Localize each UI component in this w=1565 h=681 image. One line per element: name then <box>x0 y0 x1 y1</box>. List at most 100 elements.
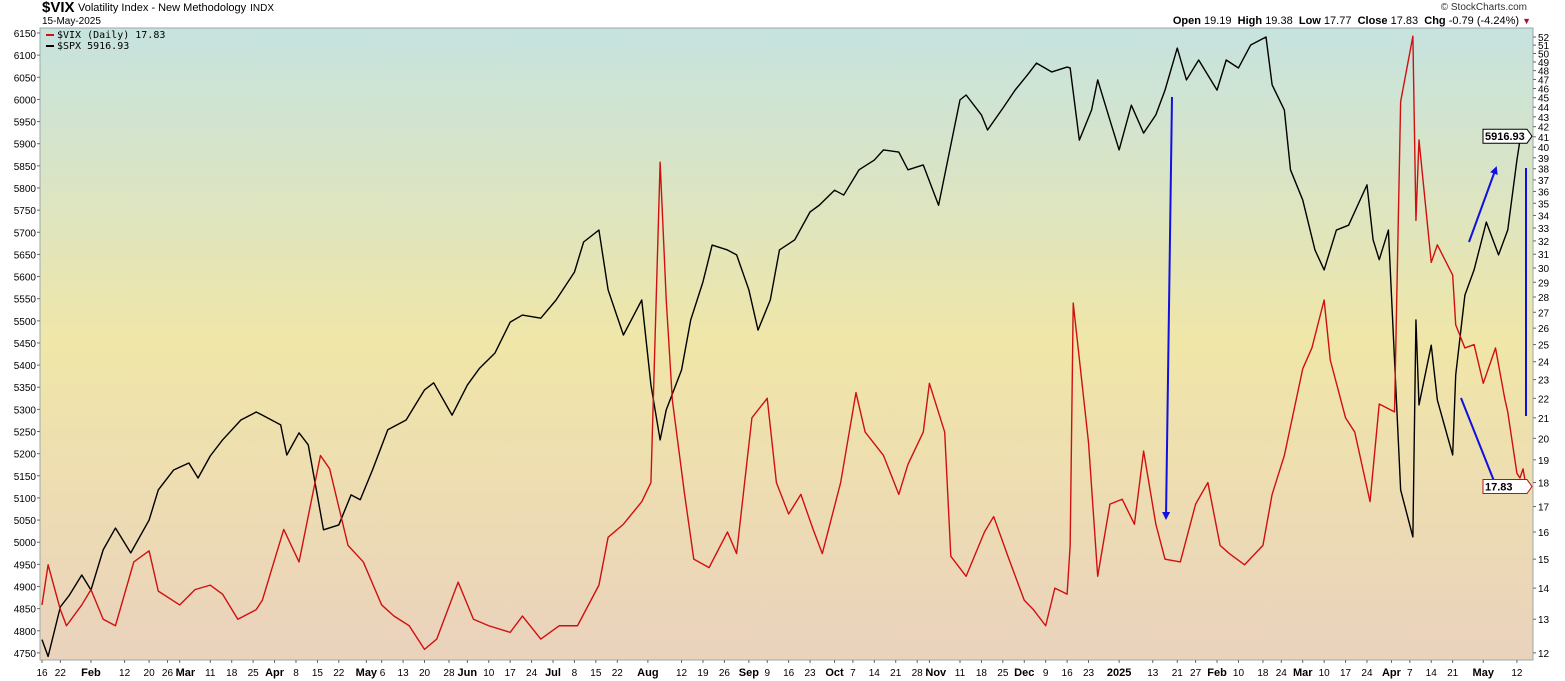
right-axis-label: 47 <box>1538 75 1550 86</box>
left-axis-label: 5200 <box>14 450 37 461</box>
x-axis-label: 19 <box>697 668 709 679</box>
brand-watermark: © StockCharts.com <box>1440 2 1527 13</box>
x-axis-label: 28 <box>912 668 924 679</box>
x-axis-label: 8 <box>572 668 578 679</box>
x-axis-label: Mar <box>1293 667 1313 679</box>
spx-last-value-label-box <box>1482 128 1533 144</box>
right-axis-label: 38 <box>1538 165 1550 176</box>
x-axis-label: Oct <box>825 667 844 679</box>
x-axis-label: 20 <box>419 668 431 679</box>
x-axis-label: 26 <box>162 668 174 679</box>
x-axis-label: 9 <box>1043 668 1049 679</box>
right-axis-label: 21 <box>1538 414 1550 425</box>
x-axis-label: Feb <box>81 667 101 679</box>
x-axis-label: 12 <box>676 668 688 679</box>
x-axis-label: May <box>1473 667 1495 679</box>
x-axis-label: 24 <box>1276 668 1288 679</box>
ohlc-summary: Open 19.19 High 19.38 Low 17.77 Close 17… <box>1173 15 1531 27</box>
right-axis-label: 33 <box>1538 224 1550 235</box>
right-axis-label: 31 <box>1538 250 1550 261</box>
x-axis-label: 28 <box>443 668 455 679</box>
left-axis-label: 4800 <box>14 627 37 638</box>
x-axis-label: 15 <box>590 668 602 679</box>
spx-series <box>41 36 1527 658</box>
right-axis-label: 41 <box>1538 133 1550 144</box>
right-axis-label: 45 <box>1538 94 1550 105</box>
left-axis-label: 5000 <box>14 538 37 549</box>
left-axis-label: 5300 <box>14 405 37 416</box>
x-axis-label: 18 <box>976 668 988 679</box>
chg-label: Chg <box>1424 15 1446 27</box>
left-axis-label: 6050 <box>14 73 37 84</box>
right-axis-label: 25 <box>1538 341 1550 352</box>
chart-date: 15-May-2025 <box>42 16 101 27</box>
x-axis-label: 13 <box>398 668 410 679</box>
x-axis-label: 17 <box>505 668 517 679</box>
x-axis-label: 24 <box>1361 668 1373 679</box>
x-axis-label: 17 <box>1340 668 1352 679</box>
x-axis-label: 18 <box>226 668 238 679</box>
x-axis-label: 10 <box>1319 668 1331 679</box>
right-axis-label: 51 <box>1538 41 1550 52</box>
left-axis-label: 5550 <box>14 295 37 306</box>
open-value: 19.19 <box>1204 15 1232 27</box>
x-axis-label: 27 <box>1190 668 1202 679</box>
legend-swatch-spx <box>46 45 54 47</box>
x-axis-label: Mar <box>176 667 196 679</box>
left-axis-label: 5700 <box>14 228 37 239</box>
x-axis-label: 20 <box>144 668 156 679</box>
right-axis-label: 22 <box>1538 394 1550 405</box>
x-axis-label: 7 <box>1407 668 1413 679</box>
down-triangle-icon: ▼ <box>1522 16 1531 26</box>
x-axis-label: 24 <box>526 668 538 679</box>
vix-last-value-label: 17.83 <box>1482 479 1533 495</box>
high-label: High <box>1237 15 1263 27</box>
description-text: Volatility Index - New Methodology <box>78 2 247 14</box>
right-axis-label: 43 <box>1538 113 1550 124</box>
x-axis-label: 21 <box>890 668 902 679</box>
right-axis-label: 19 <box>1538 456 1550 467</box>
x-axis-label: Jul <box>545 667 561 679</box>
right-axis-label: 34 <box>1538 211 1550 222</box>
legend-item-vix: $VIX (Daily) 17.83 <box>46 30 165 41</box>
symbol-description: Volatility Index - New Methodology INDX <box>78 2 274 15</box>
x-axis-label: Apr <box>1382 667 1402 679</box>
x-axis-label: 11 <box>205 668 216 679</box>
x-axis-label: 21 <box>1447 668 1459 679</box>
left-axis-label: 5250 <box>14 428 37 439</box>
x-axis-label: 22 <box>55 668 67 679</box>
x-axis-label: 21 <box>1172 668 1184 679</box>
right-axis-label: 28 <box>1538 293 1550 304</box>
left-axis-label: 4750 <box>14 649 37 660</box>
right-axis-label: 39 <box>1538 154 1550 165</box>
left-axis-label: 5100 <box>14 494 37 505</box>
x-axis-label: 7 <box>850 668 856 679</box>
right-axis-label: 48 <box>1538 67 1550 78</box>
left-axis-label: 5500 <box>14 317 37 328</box>
right-axis-label: 27 <box>1538 308 1550 319</box>
x-axis-label: Aug <box>637 667 658 679</box>
x-axis-label: 23 <box>1083 668 1095 679</box>
right-axis-label: 15 <box>1538 555 1550 566</box>
left-axis-label: 6150 <box>14 29 37 40</box>
x-axis-label: Apr <box>265 667 285 679</box>
left-axis-label: 5650 <box>14 250 37 261</box>
x-axis-label: May <box>356 667 378 679</box>
up-arrow-annotation <box>1468 166 1498 243</box>
left-axis-label: 6000 <box>14 95 37 106</box>
right-axis-label: 52 <box>1538 33 1550 44</box>
right-axis-label: 44 <box>1538 103 1550 114</box>
x-axis-label: Jun <box>458 667 478 679</box>
right-axis-label: 49 <box>1538 58 1550 69</box>
x-axis-label: Feb <box>1207 667 1227 679</box>
x-axis-label: 16 <box>783 668 795 679</box>
x-axis-label: 12 <box>119 668 131 679</box>
x-axis-label: 11 <box>955 668 966 679</box>
right-axis-label: 35 <box>1538 199 1550 210</box>
left-axis-label: 5150 <box>14 472 37 483</box>
legend-label-vix: $VIX (Daily) 17.83 <box>57 30 166 41</box>
left-axis-label: 5400 <box>14 361 37 372</box>
x-axis-label: Nov <box>925 667 947 679</box>
chg-value: -0.79 (-4.24%) <box>1448 15 1520 27</box>
spx-last-value-label: 5916.93 <box>1482 128 1533 144</box>
